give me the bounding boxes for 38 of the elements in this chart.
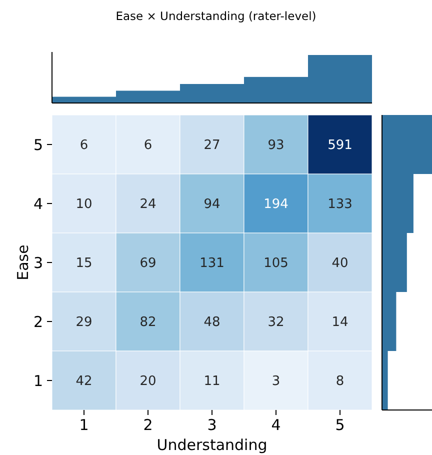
y-tick-label: 4 <box>33 194 43 213</box>
y-tick-label: 1 <box>33 372 43 390</box>
data-label: 82 <box>140 315 156 330</box>
data-label: 6 <box>80 138 88 154</box>
data-label: 24 <box>140 197 156 212</box>
data-label: 591 <box>328 138 352 154</box>
data-label: 20 <box>140 374 156 390</box>
data-label: 133 <box>328 197 352 212</box>
y-tick-label: 3 <box>33 254 43 272</box>
data-label: 15 <box>76 256 92 272</box>
data-label: 6 <box>144 138 152 154</box>
data-label: 42 <box>76 374 92 390</box>
y-tick-label: 2 <box>33 312 43 331</box>
data-label: 69 <box>140 256 156 272</box>
data-label: 27 <box>204 138 220 154</box>
data-label: 14 <box>332 315 348 330</box>
data-label: 8 <box>336 374 344 390</box>
y-axis-title: Ease <box>14 244 32 280</box>
x-tick-label: 3 <box>207 416 217 434</box>
data-label: 93 <box>268 138 284 154</box>
x-tick-label: 5 <box>335 416 345 434</box>
data-label: 32 <box>268 315 284 330</box>
x-tick-label: 1 <box>79 416 89 434</box>
data-label: 94 <box>204 197 220 212</box>
data-label: 40 <box>332 256 348 272</box>
x-tick-label: 2 <box>143 416 153 434</box>
data-label: 194 <box>264 197 288 212</box>
data-label: 131 <box>200 256 224 272</box>
data-label: 10 <box>76 197 92 212</box>
data-label: 48 <box>204 315 220 330</box>
chart-title: Ease × Understanding (rater-level) <box>116 9 316 23</box>
y-tick-label: 5 <box>33 136 43 154</box>
data-label: 3 <box>272 374 280 390</box>
x-axis-title: Understanding <box>156 436 268 454</box>
data-label: 105 <box>264 256 288 272</box>
x-tick-label: 4 <box>271 416 281 434</box>
data-label: 11 <box>204 374 220 390</box>
data-label: 29 <box>76 315 92 330</box>
